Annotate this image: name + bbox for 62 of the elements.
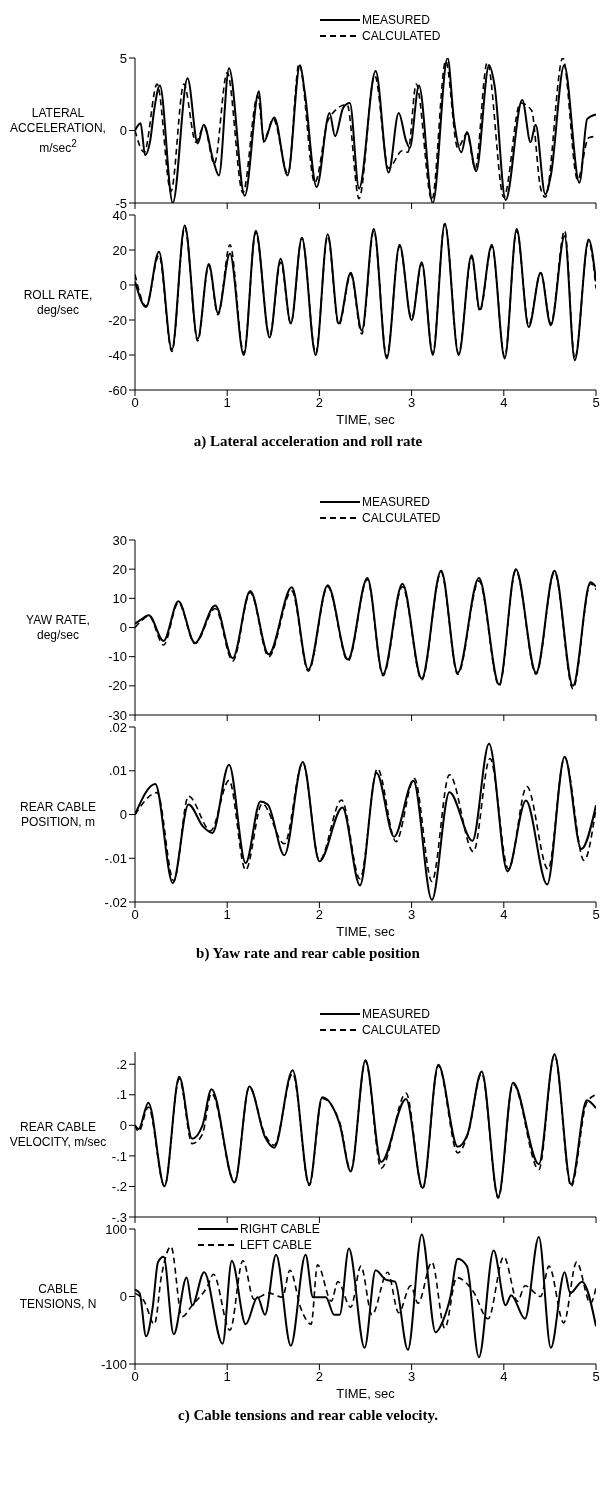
x-tick-label: 5 (592, 1369, 600, 1385)
legend-label: CALCULATED (362, 511, 441, 525)
x-axis-title: TIME, sec (335, 412, 396, 427)
y-tick-label: -40 (108, 347, 127, 363)
y-tick-label: -10 (108, 649, 127, 665)
text: b) Yaw rate and rear cable position (195, 945, 421, 962)
y-tick-label: .2 (116, 1056, 127, 1072)
y-tick-label: -.01 (104, 850, 127, 866)
x-tick-label: 3 (407, 907, 416, 923)
x-tick-label: 1 (223, 907, 231, 923)
x-tick-label: 3 (407, 395, 416, 411)
x-tick-label: 5 (592, 907, 600, 923)
text: c) Cable tensions and rear cable velocity. (177, 1407, 439, 1424)
y-tick-label: -20 (108, 678, 127, 694)
legend-label: CALCULATED (362, 29, 441, 43)
y-tick-label: 0 (119, 123, 127, 139)
legend-label: CALCULATED (362, 1023, 441, 1037)
x-tick-label: 5 (592, 395, 600, 411)
x-axis-title: TIME, sec (335, 1386, 396, 1401)
y-tick-label: .1 (116, 1087, 127, 1103)
y-axis-title: ROLL RATE, deg/sec (22, 287, 94, 318)
y-tick-label: -100 (100, 1356, 127, 1372)
x-tick-label: 2 (315, 907, 324, 923)
legend-label: RIGHT CABLE (240, 1222, 320, 1236)
y-tick-label: 20 (112, 561, 127, 577)
legend-label: LEFT CABLE (240, 1238, 312, 1252)
y-tick-label: 0 (119, 1117, 127, 1133)
legend-label: MEASURED (362, 13, 431, 27)
x-tick-label: 4 (500, 1369, 508, 1385)
legend-label: MEASURED (362, 495, 431, 509)
x-tick-label: 0 (131, 907, 139, 923)
y-axis-title: CABLE TENSIONS, N (18, 1281, 98, 1312)
y-tick-label: -60 (108, 382, 127, 398)
x-tick-label: 2 (315, 395, 324, 411)
y-tick-label: 0 (119, 277, 127, 293)
x-tick-label: 1 (223, 1369, 231, 1385)
x-tick-label: 0 (131, 395, 139, 411)
y-tick-label: -.02 (104, 894, 127, 910)
y-axis-title: YAW RATE, deg/sec (25, 612, 91, 643)
y-tick-label: .01 (108, 763, 127, 779)
y-axis-title: LATERAL ACCELERATION, m/sec$^{2}$ (9, 105, 107, 156)
y-tick-label: -.2 (111, 1179, 127, 1195)
y-tick-label: -20 (108, 312, 127, 328)
y-tick-label: 20 (112, 242, 127, 258)
x-tick-label: 1 (223, 395, 231, 411)
y-axis-title: REAR CABLE VELOCITY, m/sec (8, 1119, 108, 1150)
x-tick-label: 4 (500, 395, 508, 411)
x-tick-label: 3 (407, 1369, 416, 1385)
y-tick-label: 30 (112, 532, 127, 548)
y-tick-label: 0 (119, 807, 127, 823)
x-tick-label: 0 (131, 1369, 139, 1385)
y-tick-label: 5 (119, 50, 127, 66)
y-tick-label: -.1 (111, 1148, 127, 1164)
legend-label: MEASURED (362, 1007, 431, 1021)
x-axis-title: TIME, sec (335, 924, 396, 939)
y-tick-label: 0 (119, 1289, 127, 1305)
x-tick-label: 4 (500, 907, 508, 923)
text: a) Lateral acceleration and roll rate (192, 433, 424, 450)
y-tick-label: 10 (112, 590, 127, 606)
x-tick-label: 2 (315, 1369, 324, 1385)
y-axis-title: REAR CABLE POSITION, m (19, 799, 97, 830)
y-tick-label: 0 (119, 620, 127, 636)
